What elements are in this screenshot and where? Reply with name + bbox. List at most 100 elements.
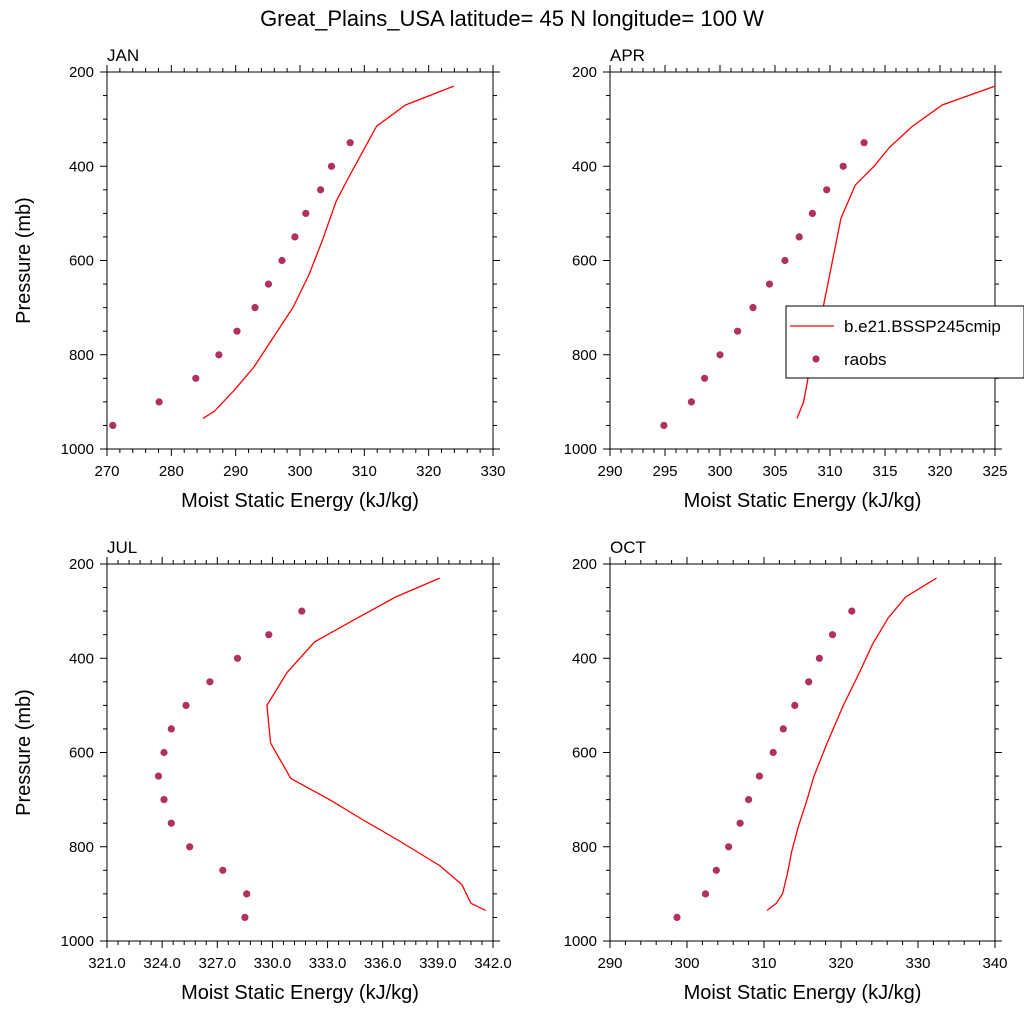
legend-marker-swatch bbox=[812, 355, 820, 363]
raobs-point bbox=[206, 678, 214, 686]
legend-box bbox=[785, 305, 1024, 379]
raobs-point bbox=[712, 866, 720, 874]
raobs-point bbox=[346, 139, 354, 147]
raobs-point bbox=[186, 843, 194, 851]
y-tick-label: 600 bbox=[572, 745, 597, 762]
raobs-point bbox=[243, 890, 251, 898]
x-tick-label: 300 bbox=[707, 463, 732, 480]
raobs-point bbox=[298, 607, 306, 615]
raobs-point bbox=[192, 374, 200, 382]
x-tick-label: 280 bbox=[159, 463, 184, 480]
x-tick-label: 330 bbox=[905, 955, 930, 972]
raobs-point bbox=[795, 233, 803, 241]
raobs-point bbox=[823, 186, 831, 194]
raobs-point bbox=[291, 233, 299, 241]
raobs-point bbox=[805, 678, 813, 686]
x-tick-label: 342.0 bbox=[474, 955, 512, 972]
raobs-point bbox=[109, 421, 117, 429]
legend-label: b.e21.BSSP245cmip bbox=[844, 317, 1001, 336]
raobs-point bbox=[182, 701, 190, 710]
y-tick-label: 200 bbox=[572, 556, 597, 573]
raobs-point bbox=[701, 374, 709, 382]
raobs-point bbox=[755, 772, 764, 780]
legend-label: raobs bbox=[844, 350, 887, 369]
raobs-point bbox=[155, 398, 163, 406]
x-tick-label: 327.0 bbox=[199, 955, 237, 972]
raobs-point bbox=[160, 748, 168, 757]
plot-frame bbox=[106, 71, 494, 450]
x-tick-label: 320 bbox=[927, 463, 952, 480]
x-tick-label: 336.0 bbox=[364, 955, 402, 972]
raobs-point bbox=[673, 913, 681, 922]
panel-oct: OCT 290 300 310 320 330 340 200 400 600 800 1000 Moi… bbox=[564, 538, 1008, 1004]
x-tick-label: 300 bbox=[287, 463, 312, 480]
y-tick-label: 400 bbox=[572, 650, 597, 667]
panel-jul: JUL 321.0 324.0 327.0 330.0 333.0 336.0 339.0 34… bbox=[13, 538, 512, 1004]
x-tick-label: 310 bbox=[352, 463, 377, 480]
x-tick-label: 325 bbox=[982, 463, 1007, 480]
x-tick-label: 300 bbox=[674, 955, 699, 972]
legend: b.e21.BSSP245cmip raobs bbox=[785, 305, 1024, 379]
panel-title: OCT bbox=[610, 538, 646, 557]
raobs-point bbox=[791, 701, 799, 710]
raobs-point bbox=[839, 162, 847, 170]
x-tick-label: 315 bbox=[872, 463, 897, 480]
x-tick-label: 320 bbox=[416, 463, 441, 480]
raobs-point bbox=[167, 725, 175, 733]
x-axis-label: Moist Static Energy (kJ/kg) bbox=[181, 490, 419, 512]
raobs-point bbox=[815, 654, 824, 662]
raobs-point bbox=[241, 913, 249, 922]
plot-frame bbox=[609, 563, 996, 942]
panel-title: JAN bbox=[107, 46, 139, 65]
x-tick-label: 290 bbox=[223, 463, 248, 480]
raobs-point bbox=[302, 209, 310, 217]
raobs-point bbox=[278, 256, 286, 265]
y-tick-label: 400 bbox=[572, 158, 597, 175]
raobs-point bbox=[701, 890, 710, 898]
raobs-point bbox=[215, 351, 223, 359]
y-tick-label: 800 bbox=[572, 839, 597, 856]
y-tick-label: 200 bbox=[572, 64, 597, 81]
x-axis-label: Moist Static Energy (kJ/kg) bbox=[684, 982, 922, 1004]
x-tick-label: 295 bbox=[652, 463, 677, 480]
y-tick-label: 1000 bbox=[564, 441, 597, 458]
y-tick-label: 400 bbox=[69, 158, 94, 175]
raobs-point bbox=[765, 280, 774, 288]
figure-title: Great_Plains_USA latitude= 45 N longitud… bbox=[260, 6, 764, 31]
raobs-point bbox=[808, 209, 817, 217]
raobs-point bbox=[848, 607, 856, 615]
y-axis-label: Pressure (mb) bbox=[13, 689, 35, 816]
raobs-point bbox=[219, 866, 227, 874]
raobs-point bbox=[233, 327, 241, 335]
x-axis-label: Moist Static Energy (kJ/kg) bbox=[181, 982, 419, 1004]
raobs-point bbox=[725, 843, 733, 851]
x-tick-label: 330 bbox=[480, 463, 505, 480]
y-tick-label: 400 bbox=[69, 650, 94, 667]
panel-apr: APR 290 295 300 305 310 315 320 325 200 400 600 800 1… bbox=[564, 46, 1008, 512]
x-tick-label: 305 bbox=[762, 463, 787, 480]
plot-frame bbox=[609, 71, 996, 450]
raobs-point bbox=[154, 772, 163, 780]
raobs-point bbox=[828, 631, 837, 639]
x-tick-label: 290 bbox=[597, 463, 622, 480]
x-tick-label: 324.0 bbox=[143, 955, 181, 972]
raobs-point bbox=[317, 186, 325, 194]
y-tick-label: 200 bbox=[69, 556, 94, 573]
x-tick-label: 310 bbox=[817, 463, 842, 480]
raobs-point bbox=[660, 421, 668, 429]
raobs-point bbox=[860, 139, 868, 147]
panel-jan: JAN 270 280 290 300 310 320 330 200 400 600 800 1000… bbox=[13, 46, 506, 512]
y-tick-label: 1000 bbox=[61, 933, 94, 950]
y-tick-label: 1000 bbox=[564, 933, 597, 950]
model-series-line bbox=[202, 85, 455, 419]
x-tick-label: 310 bbox=[751, 955, 776, 972]
x-tick-label: 321.0 bbox=[88, 955, 126, 972]
y-tick-label: 600 bbox=[69, 745, 94, 762]
raobs-point bbox=[687, 398, 696, 406]
raobs-point bbox=[736, 819, 744, 827]
y-tick-label: 800 bbox=[572, 347, 597, 364]
y-tick-label: 800 bbox=[69, 839, 94, 856]
y-tick-label: 600 bbox=[572, 253, 597, 270]
panel-title: JUL bbox=[107, 538, 137, 557]
